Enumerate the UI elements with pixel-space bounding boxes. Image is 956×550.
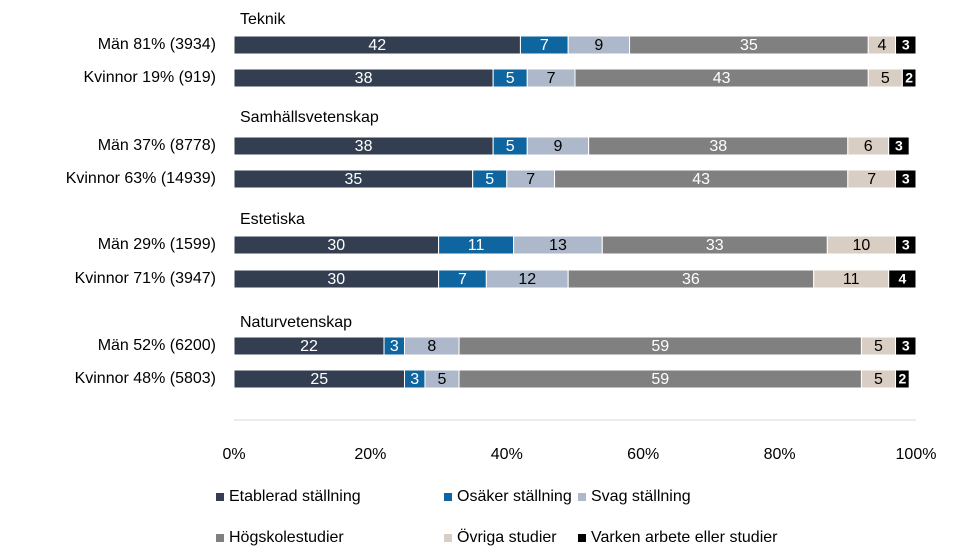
data-label: 38 — [355, 70, 373, 87]
data-label: 7 — [867, 171, 876, 188]
legend-swatch — [578, 493, 586, 501]
data-label: 4 — [877, 37, 886, 54]
data-label: 7 — [540, 37, 549, 54]
data-label: 3 — [902, 37, 910, 53]
data-label: 35 — [344, 171, 362, 188]
group-label: Estetiska — [240, 211, 305, 228]
legend-label: Etablerad ställning — [229, 488, 361, 505]
bar-segment — [895, 35, 917, 55]
x-tick-label: 100% — [896, 446, 937, 463]
legend-label: Övriga studier — [457, 528, 557, 546]
data-label: 5 — [485, 171, 494, 188]
group-label: Teknik — [240, 11, 286, 28]
data-label: 38 — [709, 138, 727, 155]
y-tick-label: Män 37% (8778) — [98, 137, 216, 154]
data-label: 22 — [300, 338, 318, 355]
data-label: 36 — [682, 271, 700, 288]
data-label: 3 — [902, 338, 910, 354]
data-label: 3 — [895, 138, 903, 154]
y-tick-label: Kvinnor 48% (5803) — [75, 370, 216, 387]
data-label: 10 — [853, 237, 871, 254]
data-label: 5 — [506, 70, 515, 87]
data-label: 11 — [843, 271, 860, 288]
data-label: 2 — [898, 371, 906, 387]
bar-segment — [888, 269, 917, 289]
data-label: 30 — [327, 237, 345, 254]
legend-swatch — [216, 493, 224, 501]
data-label: 6 — [864, 138, 873, 155]
data-label: 3 — [902, 171, 910, 187]
data-label: 38 — [355, 138, 373, 155]
data-label: 5 — [438, 371, 447, 388]
data-label: 11 — [468, 237, 485, 254]
data-label: 3 — [390, 338, 399, 355]
x-tick-label: 40% — [491, 446, 523, 463]
data-label: 7 — [526, 171, 535, 188]
data-label: 8 — [427, 338, 436, 355]
data-label: 35 — [740, 37, 758, 54]
legend-swatch — [444, 493, 452, 501]
legend-swatch — [216, 534, 224, 542]
data-label: 9 — [594, 37, 603, 54]
legend-label: Varken arbete eller studier — [591, 529, 778, 546]
x-tick-label: 0% — [222, 446, 245, 463]
data-label: 43 — [713, 70, 731, 87]
data-label: 59 — [651, 338, 669, 355]
data-label: 33 — [706, 237, 724, 254]
y-tick-label: Män 29% (1599) — [98, 236, 216, 253]
bar-segment — [901, 68, 917, 88]
bar-segment — [895, 235, 917, 255]
data-label: 9 — [553, 138, 562, 155]
legend-label: Svag ställning — [591, 488, 691, 505]
x-tick-label: 80% — [764, 446, 796, 463]
data-label: 5 — [881, 70, 890, 87]
data-label: 7 — [458, 271, 467, 288]
data-label: 5 — [874, 338, 883, 355]
data-label: 3 — [902, 237, 910, 253]
data-label: 4 — [898, 271, 906, 287]
y-tick-label: Män 52% (6200) — [98, 337, 216, 354]
data-label: 25 — [310, 371, 328, 388]
data-label: 43 — [692, 171, 710, 188]
y-tick-label: Män 81% (3934) — [98, 36, 216, 53]
x-tick-label: 60% — [627, 446, 659, 463]
bar-segment — [888, 136, 910, 156]
legend-label: Osäker ställning — [457, 488, 572, 505]
data-label: 3 — [410, 371, 419, 388]
data-label: 59 — [651, 371, 669, 388]
data-label: 13 — [549, 237, 567, 254]
data-label: 12 — [518, 271, 536, 288]
data-label: 30 — [327, 271, 345, 288]
x-tick-label: 20% — [354, 446, 386, 463]
legend-label: Högskolestudier — [229, 529, 344, 546]
bar-segment — [895, 369, 910, 389]
group-label: Naturvetenskap — [240, 314, 352, 331]
y-tick-label: Kvinnor 19% (919) — [83, 69, 216, 86]
group-label: Samhällsvetenskap — [240, 109, 379, 126]
data-label: 5 — [874, 371, 883, 388]
data-label: 2 — [905, 70, 913, 86]
bar-segment — [895, 169, 917, 189]
legend-swatch — [578, 534, 586, 542]
data-label: 5 — [506, 138, 515, 155]
bar-segment — [895, 336, 917, 356]
y-tick-label: Kvinnor 63% (14939) — [66, 170, 216, 187]
data-label: 7 — [547, 70, 556, 87]
y-tick-label: Kvinnor 71% (3947) — [75, 270, 216, 287]
data-label: 42 — [368, 37, 386, 54]
legend-swatch — [444, 534, 452, 542]
